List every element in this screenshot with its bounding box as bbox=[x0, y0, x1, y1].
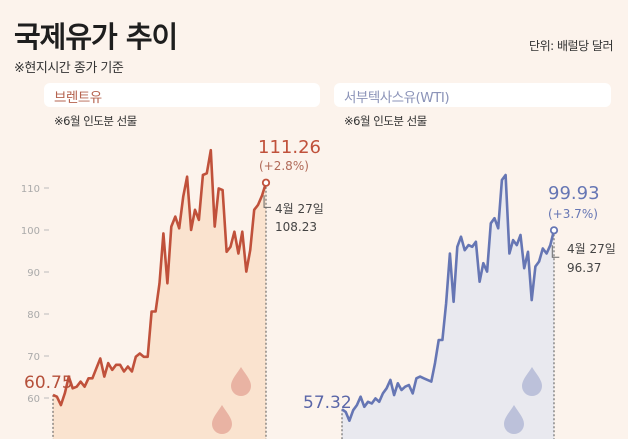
oil-drop-icon bbox=[212, 405, 232, 434]
wti-prev-value: 96.37 bbox=[567, 261, 601, 275]
brent-prev-date: 4월 27일 bbox=[275, 202, 324, 216]
subtitle: ※현지시간 종가 기준 bbox=[14, 61, 124, 76]
brent-start-value: 60.75 bbox=[24, 373, 73, 393]
brent-end-value: 111.26 bbox=[258, 137, 321, 158]
oil-drop-icon bbox=[504, 405, 524, 434]
series-line bbox=[52, 148, 268, 407]
wti-note: ※6월 인도분 선물 bbox=[344, 114, 427, 128]
series-area bbox=[53, 150, 266, 439]
prev-value-leader bbox=[263, 195, 272, 208]
brent-prev-value: 108.23 bbox=[275, 220, 317, 234]
wti-end-value: 99.93 bbox=[548, 183, 600, 204]
brent-chart bbox=[52, 148, 272, 439]
y-axis: 110 100 90 80 70 60 bbox=[21, 184, 49, 405]
y-tick-label: 110 bbox=[21, 184, 40, 195]
brent-note: ※6월 인도분 선물 bbox=[54, 114, 137, 128]
y-tick-label: 70 bbox=[27, 352, 40, 363]
unit-label: 단위: 배럴당 달러 bbox=[529, 39, 613, 53]
end-point-marker bbox=[261, 178, 271, 187]
wti-start-value: 57.32 bbox=[303, 393, 352, 413]
legend-brent: 브렌트유 bbox=[44, 83, 320, 107]
wti-end-change: (+3.7%) bbox=[548, 207, 598, 221]
prev-value-leader bbox=[551, 245, 560, 258]
end-point-marker bbox=[549, 226, 559, 235]
y-tick-label: 100 bbox=[21, 226, 40, 237]
series-line bbox=[341, 173, 556, 422]
legend-brent-label: 브렌트유 bbox=[54, 90, 102, 106]
page-title: 국제유가 추이 bbox=[14, 20, 178, 54]
y-tick-label: 80 bbox=[27, 310, 40, 321]
wti-prev-date: 4월 27일 bbox=[567, 242, 616, 256]
legend-wti: 서부텍사스유(WTI) bbox=[334, 83, 611, 107]
wti-chart bbox=[341, 173, 560, 439]
legend-wti-label: 서부텍사스유(WTI) bbox=[344, 90, 450, 106]
oil-drop-icon bbox=[231, 367, 251, 396]
series-area bbox=[342, 175, 554, 439]
y-tick-label: 90 bbox=[27, 268, 40, 279]
y-tick-label: 60 bbox=[27, 394, 40, 405]
brent-end-change: (+2.8%) bbox=[259, 159, 309, 173]
oil-drop-icon bbox=[522, 367, 542, 396]
